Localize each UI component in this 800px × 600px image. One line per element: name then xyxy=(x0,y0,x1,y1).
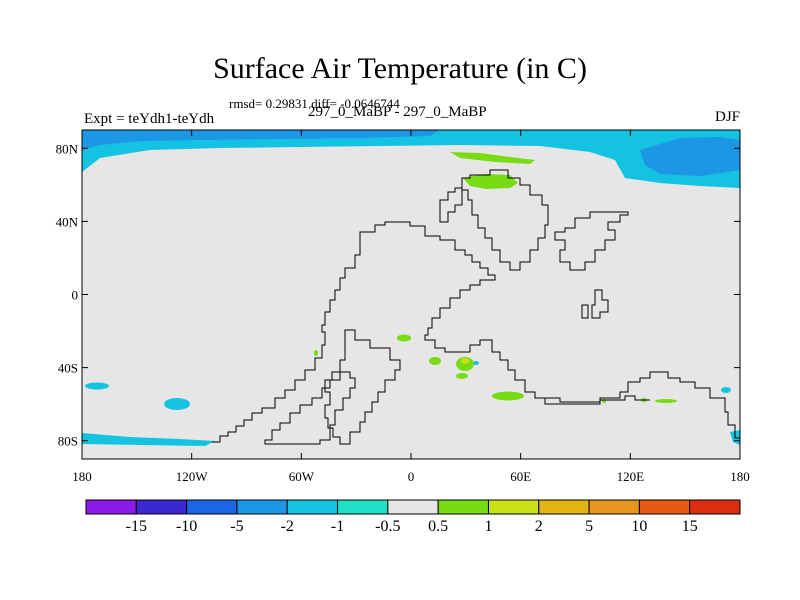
warm-patch-africa-1 xyxy=(429,357,441,365)
colorbar-swatch xyxy=(689,499,741,515)
cold-patch-small xyxy=(473,361,479,365)
colorbar-swatch xyxy=(538,499,590,515)
warm-patch-north-africa xyxy=(463,174,518,189)
colorbar-swatch xyxy=(487,499,540,515)
arctic-cold-band xyxy=(82,130,740,188)
lon-tick-label: 180 xyxy=(72,469,92,484)
colorbar-label: -5 xyxy=(230,518,243,535)
colorbar-swatch xyxy=(387,499,439,515)
period-label: 297_0_MaBP - 297_0_MaBP xyxy=(308,104,487,120)
colorbar-label: -15 xyxy=(126,518,147,535)
coastline-antarctic-east xyxy=(535,395,650,405)
warm-patch-africa-3 xyxy=(456,373,468,379)
colorbar: -15 -10 -5 -2 -1 -0.5 0.5 1 2 5 10 15 xyxy=(85,499,741,535)
anomaly-fields xyxy=(82,130,740,446)
colorbar-swatch xyxy=(85,499,137,515)
coastline-arabia xyxy=(439,187,463,223)
colorbar-label: 15 xyxy=(682,518,698,535)
coastlines xyxy=(212,169,740,445)
latitude-axis: 80N 40N 0 40S 80S xyxy=(56,141,740,449)
colorbar-label: 5 xyxy=(585,518,593,535)
plot-background xyxy=(82,130,740,459)
coastline-india-region xyxy=(554,211,629,271)
lat-tick-label: 80N xyxy=(56,141,79,156)
colorbar-swatch xyxy=(337,499,389,515)
lon-tick-label: 120E xyxy=(617,469,645,484)
colorbar-label: -2 xyxy=(281,518,294,535)
colorbar-label: 0.5 xyxy=(428,518,448,535)
cold-blob-far-west xyxy=(85,382,109,390)
warm-patch-small-3 xyxy=(314,350,318,356)
coastline-americas-africa xyxy=(365,221,740,439)
lon-tick-label: 120W xyxy=(176,469,209,484)
colorbar-swatch xyxy=(236,499,288,515)
colorbar-swatch xyxy=(588,499,640,515)
lon-tick-label: 180 xyxy=(730,469,750,484)
colorbar-swatch xyxy=(135,499,188,515)
lon-tick-label: 60W xyxy=(289,469,315,484)
cold-blob-south-pacific xyxy=(164,398,190,410)
coastline-island-a xyxy=(591,289,609,319)
warm-patch-south-atlantic xyxy=(397,334,411,342)
experiment-label: Expt = teYdh1-teYdh xyxy=(84,111,215,127)
colorbar-label: -1 xyxy=(331,518,344,535)
warm-patch-africa-2-core xyxy=(461,358,469,364)
coastline-antarctic-peninsula xyxy=(264,371,356,445)
page-title: Surface Air Temperature (in C) xyxy=(213,52,587,85)
stats-text: rmsd= 0.29831 diff= -0.0646744 xyxy=(229,96,400,111)
colorbar-swatch xyxy=(186,499,238,515)
coastline-north-africa xyxy=(461,169,549,271)
warm-patch-southern-ocean xyxy=(655,399,677,403)
colorbar-label: 1 xyxy=(484,518,492,535)
lat-tick-label: 0 xyxy=(72,288,79,303)
colorbar-label: 10 xyxy=(631,518,647,535)
antarctic-cold-band-west xyxy=(82,433,215,446)
colorbar-swatch xyxy=(286,499,339,515)
warm-patch-indian-ocean xyxy=(492,391,524,401)
lat-tick-label: 80S xyxy=(58,434,78,449)
colorbar-swatch xyxy=(437,499,489,515)
lon-tick-label: 0 xyxy=(408,469,415,484)
colorbar-label: -0.5 xyxy=(375,518,400,535)
warm-patch-arctic xyxy=(450,152,535,164)
longitude-axis: 180 120W 60W 0 60E 120E 180 xyxy=(72,130,750,484)
colorbar-swatch xyxy=(638,499,691,515)
arctic-colder-patch xyxy=(82,130,440,150)
coastline-island-b xyxy=(581,304,589,319)
arctic-colder-patch-east xyxy=(640,137,740,176)
coastline-africa-west xyxy=(212,231,365,443)
lat-tick-label: 40S xyxy=(58,361,78,376)
lon-tick-label: 60E xyxy=(510,469,531,484)
season-label: DJF xyxy=(714,109,740,125)
colorbar-label: 2 xyxy=(535,518,543,535)
cold-blob-east-edge xyxy=(721,387,731,393)
colorbar-label: -10 xyxy=(176,518,197,535)
lat-tick-label: 40N xyxy=(56,214,79,229)
